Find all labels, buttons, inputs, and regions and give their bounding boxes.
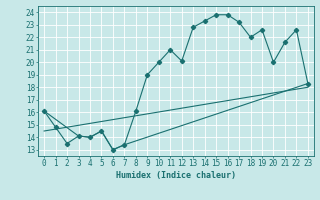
X-axis label: Humidex (Indice chaleur): Humidex (Indice chaleur) xyxy=(116,171,236,180)
